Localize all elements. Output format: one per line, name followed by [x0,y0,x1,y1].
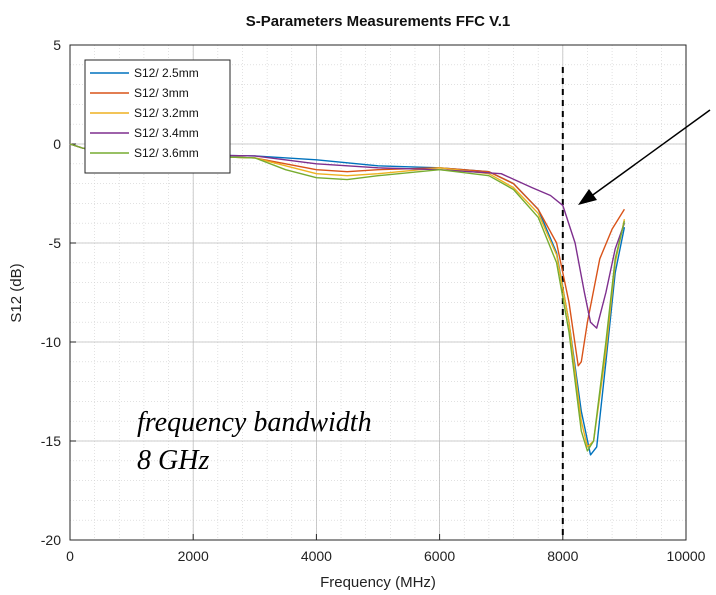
x-tick-label: 0 [66,548,74,564]
annotation-line-1: frequency bandwidth [137,407,372,438]
legend-label-1: S12/ 2.5mm [134,66,199,80]
x-tick-label: 2000 [178,548,209,564]
y-tick-label: -5 [49,235,62,251]
plot-frame [69,44,687,541]
legend-label-2: S12/ 3mm [134,86,189,100]
y-tick-label: 0 [53,136,61,152]
annotation-arrow-head [578,189,597,205]
x-tick-label: 4000 [301,548,332,564]
annotation-arrow [578,109,711,205]
legend-label-4: S12/ 3.4mm [134,126,199,140]
y-axis-ticks: -20 -15 -10 -5 0 5 [41,37,76,548]
x-tick-label: 10000 [667,548,706,564]
legend-label-3: S12/ 3.2mm [134,106,199,120]
x-tick-label: 8000 [547,548,578,564]
annotation-arrow-shaft [589,109,711,198]
x-axis-label: Frequency (MHz) [320,574,436,591]
y-tick-label: 5 [53,37,61,53]
y-tick-label: -20 [41,532,61,548]
legend-box [84,59,231,174]
y-tick-label: -10 [41,334,61,350]
legend: S12/ 2.5mm S12/ 3mm S12/ 3.2mm S12/ 3.4mm S1… [84,59,231,174]
annotation-line-2: 8 GHz [137,445,209,476]
y-tick-label: -15 [41,433,61,449]
legend-label-5: S12/ 3.6mm [134,146,199,160]
y-axis-label: S12 (dB) [8,263,25,322]
x-tick-label: 6000 [424,548,455,564]
x-axis-ticks: 0 2000 4000 6000 8000 10000 [66,534,706,564]
chart-title: S-Parameters Measurements FFC V.1 [246,13,511,30]
